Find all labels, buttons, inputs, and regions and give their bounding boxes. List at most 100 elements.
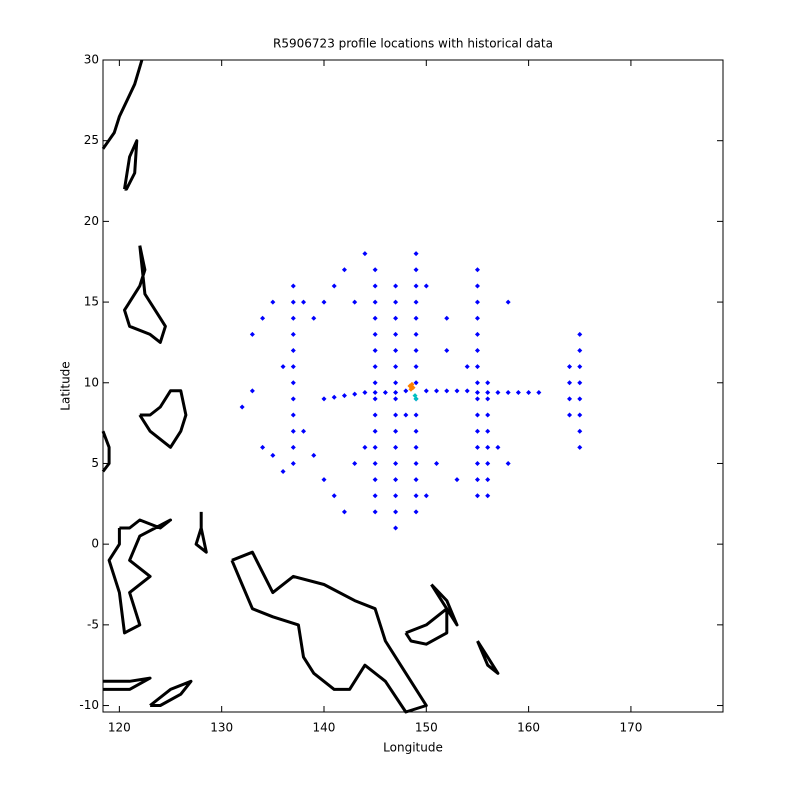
profile-marker (260, 315, 266, 321)
profile-marker (413, 251, 419, 257)
profile-marker (413, 460, 419, 466)
profile-marker (393, 283, 399, 289)
profile-marker (577, 396, 583, 402)
profile-marker (567, 380, 573, 386)
profile-marker (290, 299, 296, 305)
profile-marker (474, 267, 480, 273)
chart-title: R5906723 profile locations with historic… (273, 37, 553, 51)
profile-marker (515, 389, 521, 395)
profile-marker (444, 347, 450, 353)
profile-marker (454, 388, 460, 394)
profile-marker (352, 299, 358, 305)
profile-marker (372, 364, 378, 370)
profile-marker (577, 380, 583, 386)
profile-marker (280, 364, 286, 370)
profile-marker (290, 380, 296, 386)
profile-marker (495, 389, 501, 395)
profile-marker (249, 331, 255, 337)
y-tick-label: -5 (87, 617, 99, 631)
profile-marker (372, 347, 378, 353)
profile-marker (341, 509, 347, 515)
profile-marker (413, 493, 419, 499)
x-tick-label: 160 (517, 721, 540, 735)
profile-marker (474, 299, 480, 305)
profile-marker (567, 364, 573, 370)
profile-marker (474, 364, 480, 370)
profile-marker (393, 364, 399, 370)
profile-marker (485, 428, 491, 434)
profile-marker (393, 347, 399, 353)
y-axis-label: Latitude (59, 361, 73, 410)
x-tick-label: 130 (210, 721, 233, 735)
profile-marker (577, 428, 583, 434)
profile-marker (372, 493, 378, 499)
profile-marker (290, 396, 296, 402)
profile-marker (393, 509, 399, 515)
profile-marker (372, 444, 378, 450)
profile-marker (372, 477, 378, 483)
profile-marker (413, 412, 419, 418)
y-tick-label: 25 (84, 133, 99, 147)
profile-marker (352, 391, 358, 397)
profile-marker (301, 428, 307, 434)
profile-marker (331, 283, 337, 289)
profile-marker (474, 477, 480, 483)
y-tick-label: 20 (84, 214, 99, 228)
coastline (101, 59, 500, 714)
profile-marker (382, 389, 388, 395)
profile-marker (485, 389, 491, 395)
profile-marker (290, 283, 296, 289)
profile-marker (372, 389, 378, 395)
profile-marker (403, 388, 409, 394)
profile-marker (474, 315, 480, 321)
profile-marker (505, 389, 511, 395)
profile-marker (331, 493, 337, 499)
profile-marker (331, 394, 337, 400)
profile-marker (444, 388, 450, 394)
profile-marker (239, 404, 245, 410)
profile-marker (341, 393, 347, 399)
profile-marker (321, 396, 327, 402)
profile-marker (321, 477, 327, 483)
profile-marker (495, 444, 501, 450)
y-tick-label: 10 (84, 375, 99, 389)
profile-marker (362, 251, 368, 257)
profile-marker (536, 389, 542, 395)
y-tick-label: 30 (84, 53, 99, 67)
profile-marker (413, 477, 419, 483)
profile-marker (505, 460, 511, 466)
profile-marker (485, 412, 491, 418)
profile-marker (474, 444, 480, 450)
profile-marker (413, 444, 419, 450)
profile-marker (372, 509, 378, 515)
profile-marker (290, 428, 296, 434)
profile-marker (311, 452, 317, 458)
profile-marker (567, 412, 573, 418)
profile-marker (567, 396, 573, 402)
profile-marker (372, 267, 378, 273)
profile-marker (434, 460, 440, 466)
profile-marker (413, 364, 419, 370)
profile-marker (485, 460, 491, 466)
profile-marker (485, 396, 491, 402)
profile-marker (372, 396, 378, 402)
profile-marker (403, 412, 409, 418)
profile-marker (270, 299, 276, 305)
profile-marker (352, 460, 358, 466)
profile-marker (280, 469, 286, 475)
profile-marker (413, 331, 419, 337)
profile-marker (474, 412, 480, 418)
profile-marker (341, 267, 347, 273)
profile-marker (290, 364, 296, 370)
profile-marker (413, 380, 419, 386)
profile-marker (413, 283, 419, 289)
profile-marker (372, 315, 378, 321)
profile-marker (301, 299, 307, 305)
profile-marker (474, 493, 480, 499)
profile-marker (485, 477, 491, 483)
y-tick-label: -10 (79, 698, 99, 712)
profile-marker (413, 299, 419, 305)
profile-marker (413, 509, 419, 515)
profile-marker (393, 460, 399, 466)
profile-marker (393, 331, 399, 337)
